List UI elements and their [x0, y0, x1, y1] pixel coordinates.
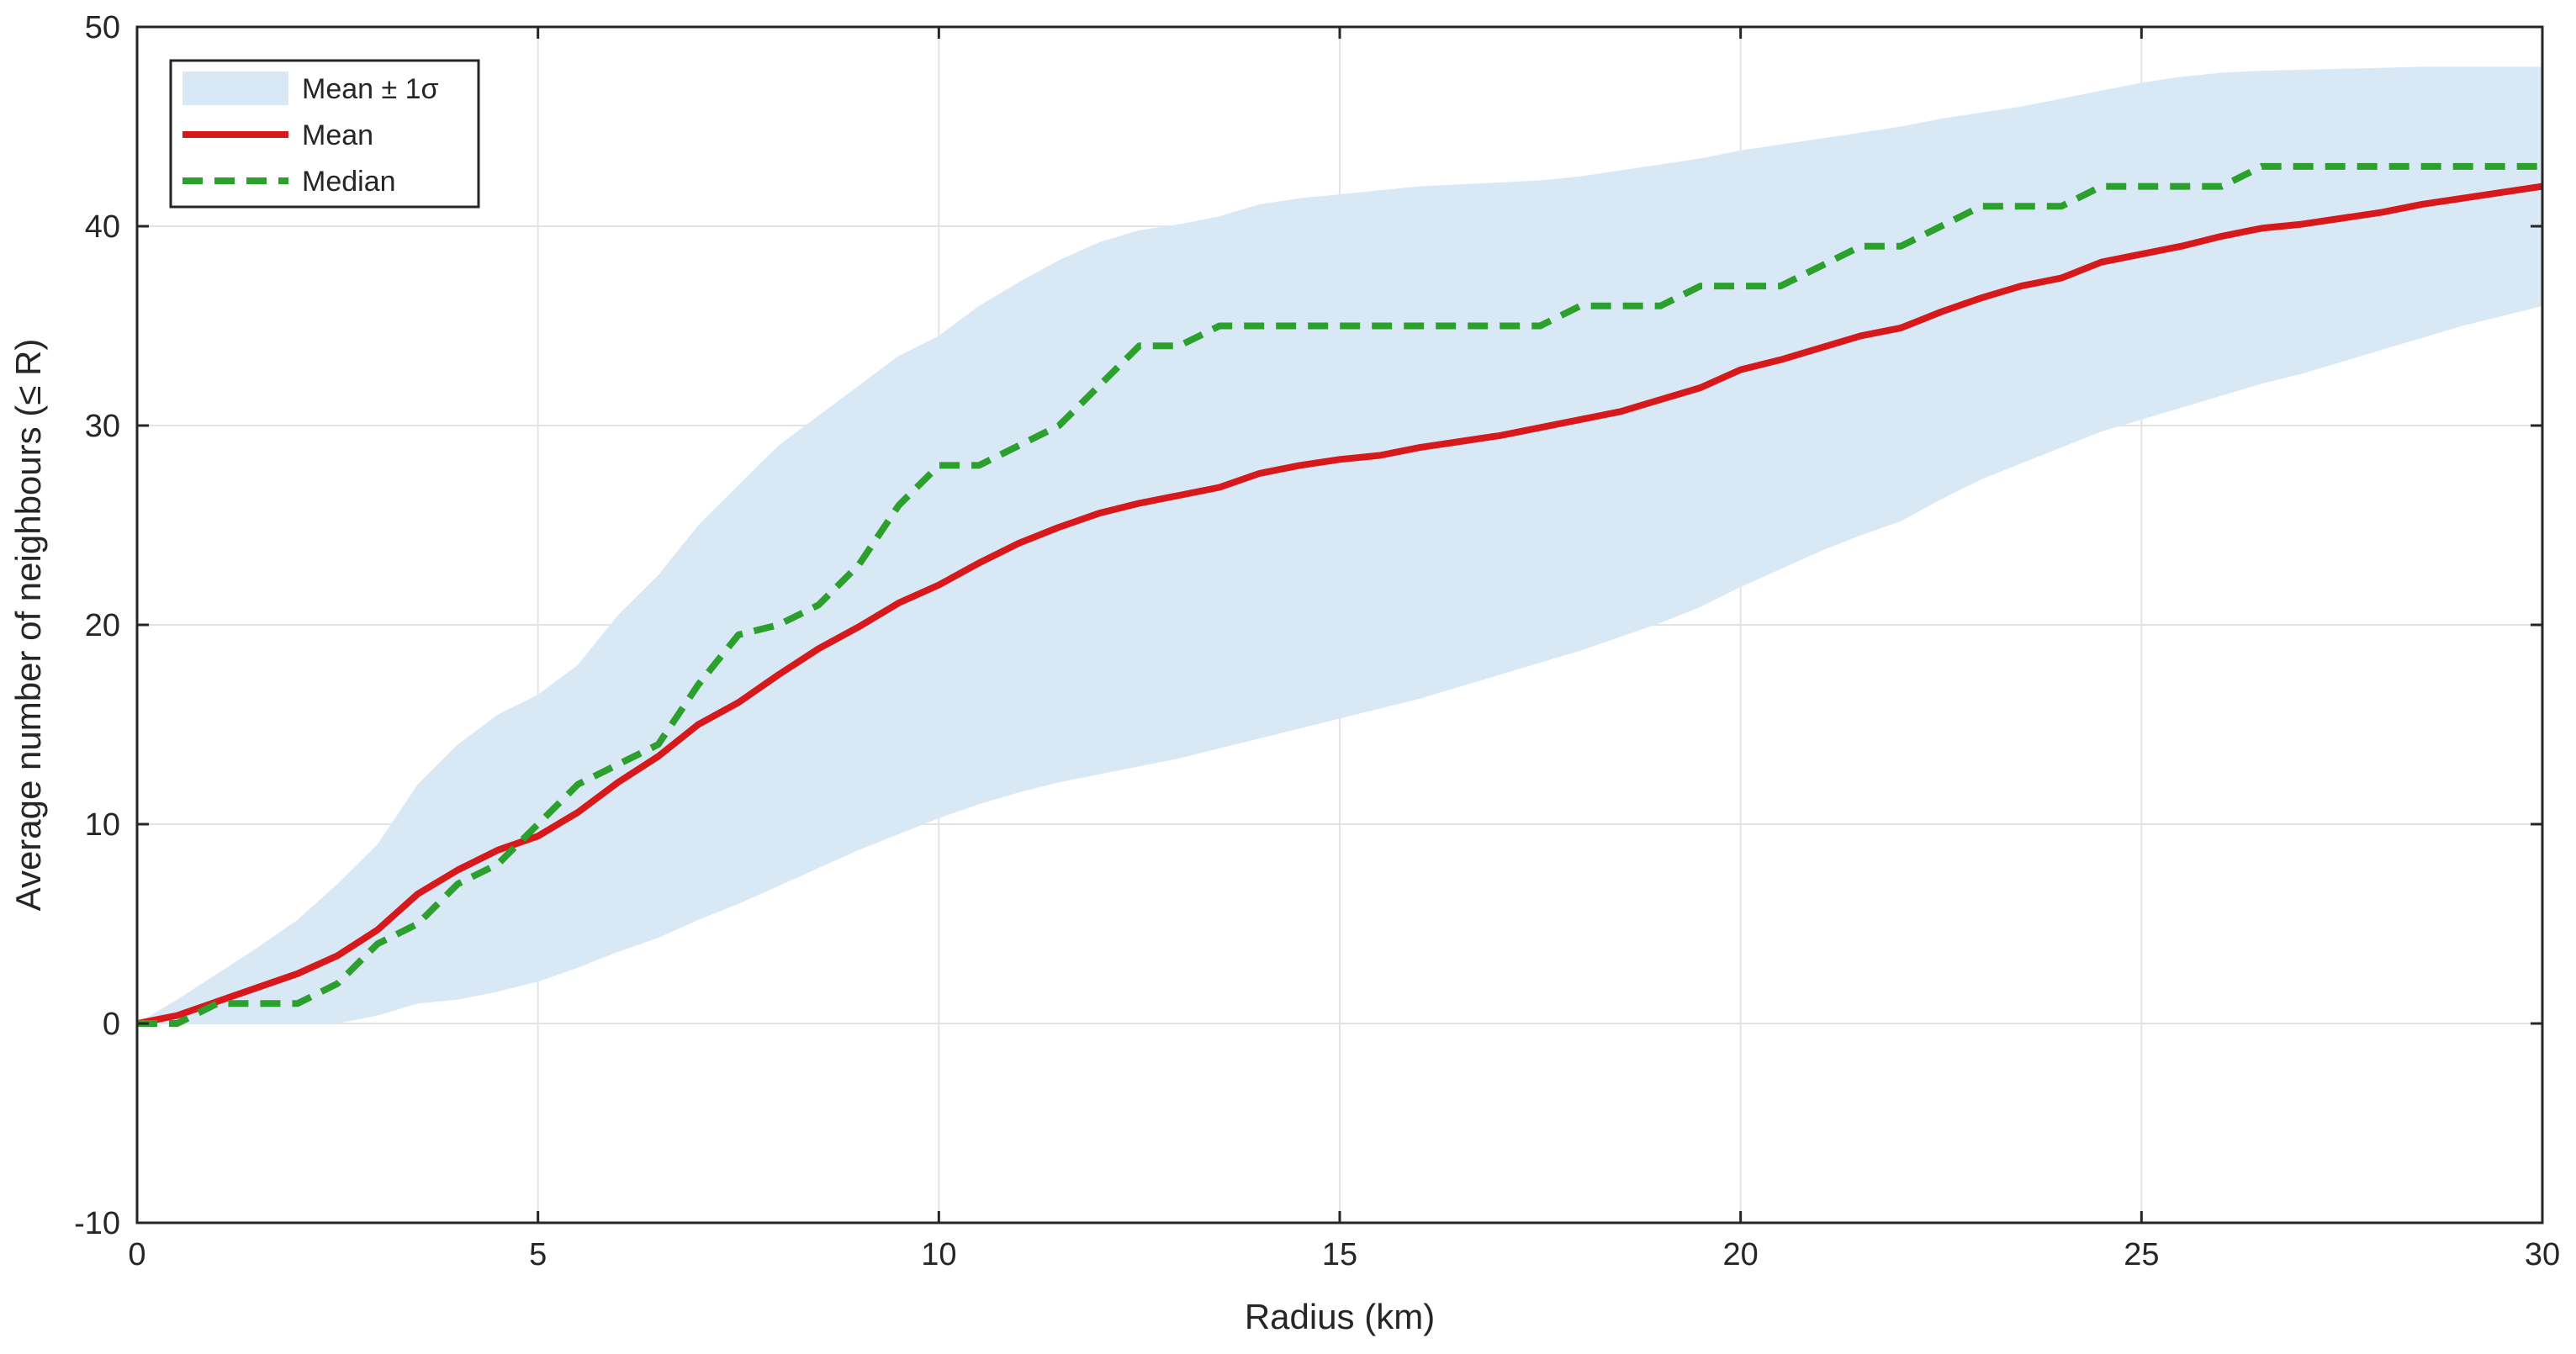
y-tick-label: 40	[85, 209, 120, 245]
legend-label: Median	[302, 166, 396, 198]
legend-swatch-band	[182, 71, 288, 105]
series-line-mean	[136, 182, 2543, 1027]
series-line-median	[137, 162, 2542, 1027]
y-tick-label: 30	[85, 409, 120, 444]
x-tick-label: 25	[2124, 1237, 2159, 1272]
x-axis-label: Radius (km)	[1245, 1297, 1435, 1336]
y-tick-label: 20	[85, 608, 120, 643]
x-tick-label: 30	[2525, 1237, 2560, 1272]
x-tick-label: 15	[1322, 1237, 1357, 1272]
y-tick-label: -10	[74, 1206, 120, 1241]
x-tick-label: 0	[128, 1237, 145, 1272]
band-layer	[137, 66, 2542, 1023]
x-tick-label: 20	[1723, 1237, 1759, 1272]
legend-label: Mean ± 1σ	[302, 73, 439, 105]
y-tick-label: 50	[85, 10, 120, 45]
x-tick-label: 10	[921, 1237, 956, 1272]
legend: Mean ± 1σ Mean Median	[169, 59, 480, 209]
y-tick-label: 0	[103, 1007, 120, 1042]
y-axis-label: Average number of neighbours (≤ R)	[8, 339, 48, 912]
series-band-mean-std	[137, 66, 2542, 1023]
legend-label: Mean	[302, 119, 373, 151]
lines-layer	[136, 162, 2543, 1027]
y-tick-label: 10	[85, 807, 120, 843]
x-tick-label: 5	[529, 1237, 547, 1272]
